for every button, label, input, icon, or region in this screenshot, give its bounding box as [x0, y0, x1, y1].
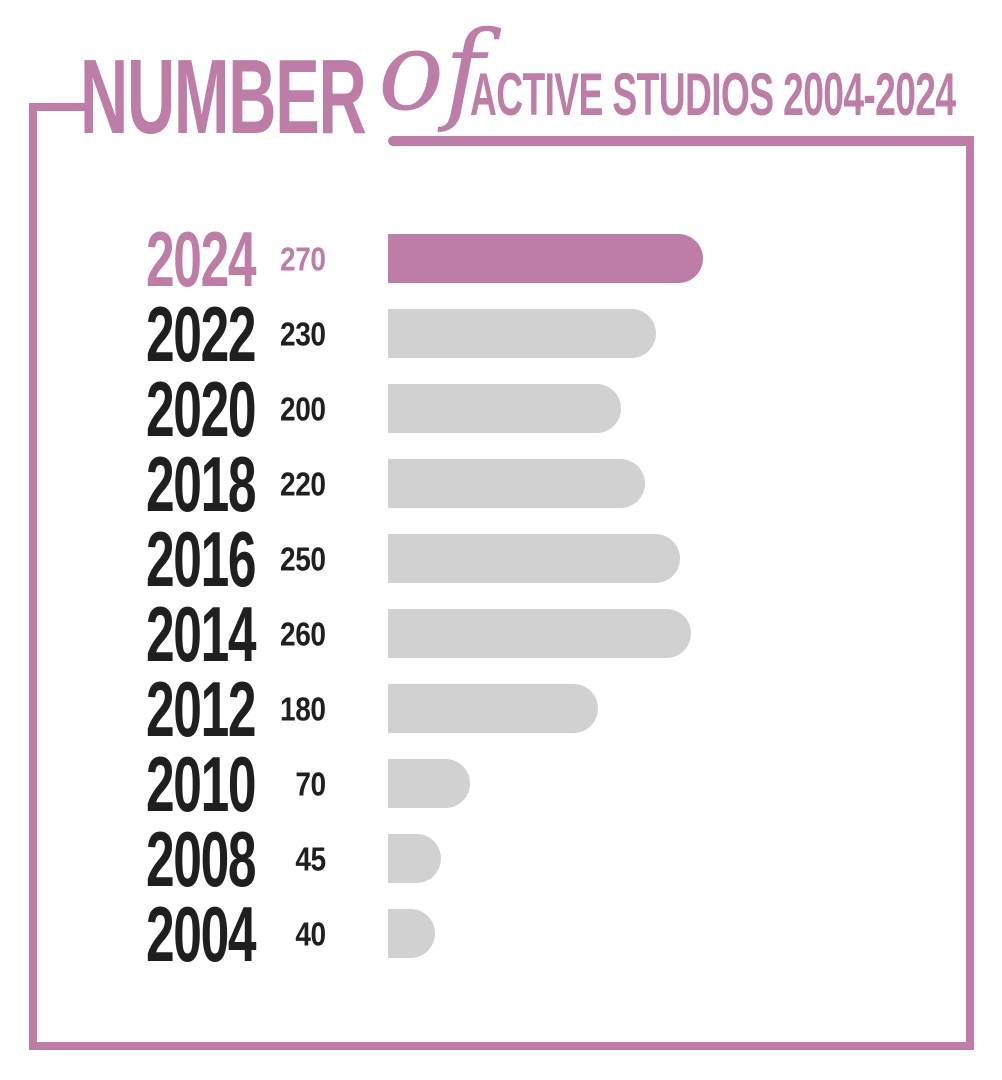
value-label: 250: [280, 540, 326, 577]
bar-2022: [388, 309, 657, 358]
chart-rows: 2024 270 2022 230 2020 200 2018 220 2016 250 2014 2…: [0, 220, 1002, 984]
frame-border-bottom: [29, 1042, 974, 1050]
value-label: 180: [280, 690, 326, 727]
year-label: 2008: [146, 814, 257, 903]
value-label: 70: [295, 765, 327, 802]
year-label: 2012: [146, 664, 257, 753]
value-label: 230: [280, 315, 326, 352]
chart-row: 2010 70: [0, 745, 1002, 823]
chart-row: 2008 45: [0, 820, 1002, 898]
chart-title-rest: ACTIVE STUDIOS 2004-2024: [470, 61, 956, 128]
value-label: 260: [280, 615, 326, 652]
bar-2014: [388, 609, 692, 658]
frame-border-top-right-segment: [388, 136, 974, 146]
bar-2018: [388, 459, 645, 508]
year-label: 2004: [146, 889, 257, 978]
year-label: 2024: [146, 214, 257, 303]
frame-border-top-left-segment: [29, 103, 86, 111]
bar-2004: [388, 909, 435, 958]
bar-2008: [388, 834, 441, 883]
chart-row: 2016 250: [0, 520, 1002, 598]
year-label: 2010: [146, 739, 257, 828]
year-label: 2022: [146, 289, 257, 378]
chart-title-of: of: [378, 7, 485, 135]
chart-row: 2012 180: [0, 670, 1002, 748]
chart-row: 2014 260: [0, 595, 1002, 673]
value-label: 270: [280, 240, 326, 277]
value-label: 220: [280, 465, 326, 502]
bar-2012: [388, 684, 598, 733]
chart-row: 2018 220: [0, 445, 1002, 523]
frame-border-right: [966, 136, 974, 1050]
year-label: 2020: [146, 364, 257, 453]
frame-border-left: [29, 103, 37, 1050]
bar-2020: [388, 384, 622, 433]
value-label: 45: [295, 840, 327, 877]
chart-row: 2022 230: [0, 295, 1002, 373]
year-label: 2016: [146, 514, 257, 603]
chart-row: 2024 270: [0, 220, 1002, 298]
bar-2016: [388, 534, 680, 583]
year-label: 2018: [146, 439, 257, 528]
year-label: 2014: [146, 589, 257, 678]
chart-title-number: NUMBER: [80, 38, 367, 156]
chart-row: 2004 40: [0, 895, 1002, 973]
bar-2024: [388, 234, 703, 283]
chart-row: 2020 200: [0, 370, 1002, 448]
bar-2010: [388, 759, 470, 808]
value-label: 40: [295, 915, 327, 952]
value-label: 200: [280, 390, 326, 427]
